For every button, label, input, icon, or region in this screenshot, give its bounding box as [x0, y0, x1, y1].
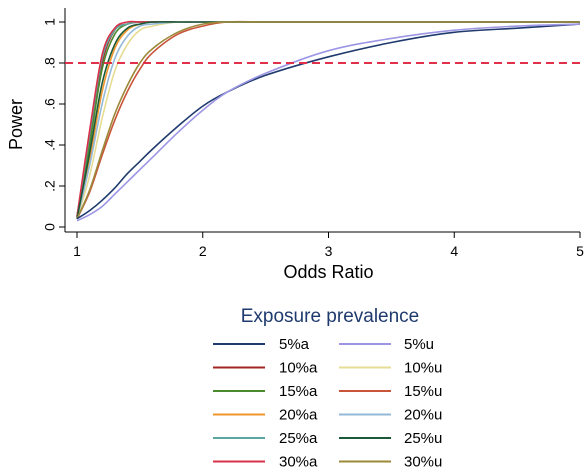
legend-label-30pcta: 30%a — [279, 454, 318, 471]
legend-label-15pctu: 15%u — [404, 383, 442, 400]
legend-title: Exposure prevalence — [241, 306, 420, 327]
x-tick-label: 5 — [576, 243, 584, 259]
legend-label-20pcta: 20%a — [279, 407, 318, 424]
x-tick-label: 4 — [450, 243, 458, 259]
x-tick-label: 2 — [199, 243, 207, 259]
legend-label-15pcta: 15%a — [279, 383, 318, 400]
series-line-30pctu — [76, 21, 580, 220]
legend: Exposure prevalence 5%a 5%u 10%a 10%u 15%a 15%… — [213, 306, 442, 471]
series-line-5pctu — [76, 23, 581, 222]
y-tick-label: .6 — [42, 98, 58, 110]
legend-label-25pcta: 25%a — [279, 430, 318, 447]
legend-label-10pctu: 10%u — [404, 360, 442, 377]
legend-label-25pctu: 25%u — [404, 430, 442, 447]
y-axis-title: Power — [6, 99, 26, 150]
axes: 0 .2 .4 .6 .8 1 1 2 3 4 5 Odds Ratio Power — [6, 8, 584, 282]
y-tick-label: 1 — [42, 18, 58, 26]
x-axis-title: Odds Ratio — [283, 262, 373, 282]
y-tick-label: 0 — [42, 223, 58, 231]
legend-label-30pctu: 30%u — [404, 454, 442, 471]
legend-label-10pcta: 10%a — [279, 360, 318, 377]
series-lines — [76, 20, 581, 222]
y-tick-label: .2 — [42, 180, 58, 192]
legend-label-5pctu: 5%u — [404, 336, 434, 353]
legend-label-5pcta: 5%a — [279, 336, 310, 353]
legend-label-20pctu: 20%u — [404, 407, 442, 424]
y-tick-label: .8 — [42, 57, 58, 69]
y-tick-label: .4 — [42, 139, 58, 151]
series-line-5pcta — [76, 23, 581, 220]
x-tick-label: 3 — [325, 243, 333, 259]
x-tick-label: 1 — [73, 243, 81, 259]
